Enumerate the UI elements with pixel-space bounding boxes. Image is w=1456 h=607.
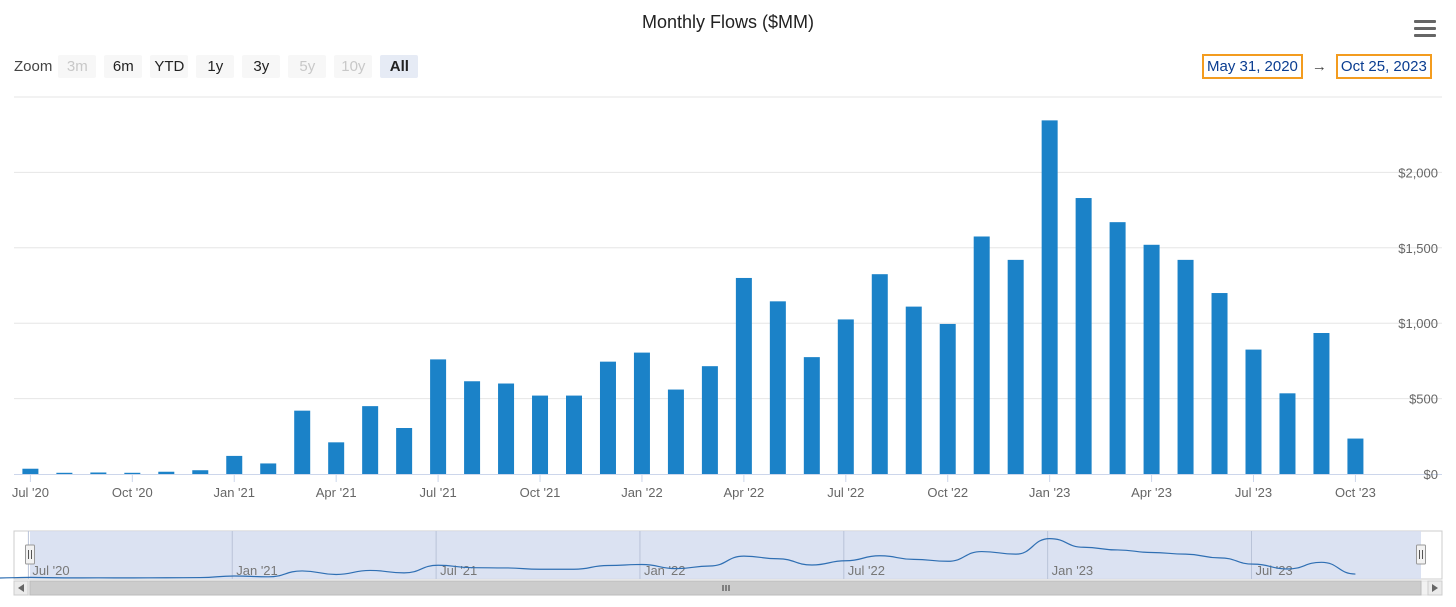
y-tick-label: $2,000 [1398, 165, 1438, 180]
bar-Nov '22[interactable] [973, 236, 990, 474]
zoom-button-all[interactable]: All [380, 55, 419, 78]
navigator-label: Jul '20 [32, 563, 69, 578]
x-tick-label: Jan '23 [1029, 485, 1071, 500]
chart-bars [22, 120, 1364, 475]
navigator-label: Jan '21 [236, 563, 278, 578]
zoom-button-1y[interactable]: 1y [196, 55, 235, 78]
range-from-input[interactable]: May 31, 2020 [1202, 54, 1303, 79]
bar-Mar '21[interactable] [294, 410, 311, 474]
navigator-left-handle[interactable] [25, 544, 35, 565]
navigator-label: Jul '21 [440, 563, 477, 578]
navigator-label: Jan '23 [1052, 563, 1094, 578]
x-tick-label: Apr '21 [316, 485, 357, 500]
bar-Jul '22[interactable] [837, 319, 854, 474]
navigator-label: Jul '23 [1256, 563, 1293, 578]
x-tick-label: Jan '22 [621, 485, 663, 500]
y-tick-label: $1,000 [1398, 316, 1438, 331]
navigator-right-handle[interactable] [1416, 544, 1426, 565]
bar-Feb '22[interactable] [667, 389, 684, 474]
bar-Apr '21[interactable] [328, 442, 345, 474]
bar-Jul '20[interactable] [22, 468, 39, 474]
bar-Feb '23[interactable] [1075, 198, 1092, 474]
bar-May '22[interactable] [769, 301, 786, 474]
scrollbar-right-arrow[interactable] [1427, 580, 1443, 596]
y-tick-label: $500 [1409, 392, 1438, 407]
bar-Dec '20[interactable] [192, 470, 209, 474]
bar-Mar '22[interactable] [701, 366, 718, 474]
navigator-label: Jul '22 [848, 563, 885, 578]
bar-Apr '23[interactable] [1143, 244, 1160, 474]
bar-Sep '22[interactable] [905, 306, 922, 474]
bar-Jun '22[interactable] [803, 357, 820, 474]
scrollbar-left-arrow[interactable] [13, 580, 29, 596]
bar-Sep '21[interactable] [498, 383, 515, 474]
bar-Aug '22[interactable] [871, 274, 888, 474]
bar-Jul '23[interactable] [1245, 349, 1262, 474]
zoom-button-3m[interactable]: 3m [58, 55, 97, 78]
x-tick-label: Oct '23 [1335, 485, 1376, 500]
zoom-button-5y[interactable]: 5y [288, 55, 327, 78]
chart-title: Monthly Flows ($MM) [641, 12, 815, 32]
x-tick-label: Jul '21 [420, 485, 457, 500]
zoom-button-3y[interactable]: 3y [242, 55, 281, 78]
bar-Nov '20[interactable] [158, 471, 175, 474]
bar-Oct '20[interactable] [124, 472, 141, 474]
x-tick-label: Apr '22 [723, 485, 764, 500]
bar-Dec '21[interactable] [599, 361, 616, 474]
navigator-label: Jan '22 [644, 563, 686, 578]
bar-Aug '20[interactable] [56, 472, 73, 474]
bar-Jul '21[interactable] [430, 359, 447, 474]
chart-gridlines [14, 96, 1442, 475]
bar-Jan '23[interactable] [1041, 120, 1058, 475]
zoom-button-10y[interactable]: 10y [334, 55, 373, 78]
bar-Jun '21[interactable] [396, 428, 413, 474]
zoom-button-group: 3m 6m YTD 1y 3y 5y 10y All [58, 55, 426, 78]
navigator-selection[interactable] [30, 531, 1421, 579]
y-tick-label: $1,500 [1398, 241, 1438, 256]
hamburger-menu-icon[interactable] [1414, 20, 1436, 38]
bar-Sep '20[interactable] [90, 472, 107, 474]
zoom-label: Zoom [14, 58, 53, 75]
date-range-selector: May 31, 2020 → Oct 25, 2023 [1202, 54, 1432, 79]
bar-May '23[interactable] [1177, 259, 1194, 474]
navigator: Jul '20 Jan '21 Jul '21 Jan '22 Jul '22 Jan '… [0, 530, 1443, 596]
x-tick-label: Jul '23 [1235, 485, 1272, 500]
bar-Mar '23[interactable] [1109, 222, 1126, 474]
bar-Jun '23[interactable] [1211, 293, 1228, 474]
bar-Aug '21[interactable] [464, 381, 481, 474]
bar-Oct '22[interactable] [939, 323, 956, 474]
bar-Oct '21[interactable] [532, 395, 549, 474]
y-axis-labels: $0 $500 $1,000 $1,500 $2,000 [1398, 165, 1438, 482]
navigator-series-line [0, 538, 1356, 579]
x-tick-label: Jul '20 [12, 485, 49, 500]
bar-Nov '21[interactable] [566, 395, 582, 474]
range-arrow-icon: → [1311, 58, 1327, 75]
zoom-button-ytd[interactable]: YTD [150, 55, 189, 78]
bar-Apr '22[interactable] [735, 277, 752, 474]
zoom-button-6m[interactable]: 6m [104, 55, 143, 78]
y-tick-label: $0 [1424, 467, 1438, 482]
x-tick-label: Jul '22 [827, 485, 864, 500]
x-tick-label: Oct '20 [112, 485, 153, 500]
bar-Sep '23[interactable] [1313, 333, 1330, 474]
bar-Jan '21[interactable] [226, 455, 243, 474]
bar-Jan '22[interactable] [633, 352, 650, 474]
bar-Oct '23[interactable] [1347, 438, 1364, 474]
x-tick-label: Oct '22 [927, 485, 968, 500]
range-to-input[interactable]: Oct 25, 2023 [1335, 54, 1432, 79]
x-tick-label: Oct '21 [520, 485, 561, 500]
scrollbar-thumb[interactable] [29, 580, 1422, 596]
x-tick-label: Jan '21 [213, 485, 255, 500]
bar-Aug '23[interactable] [1279, 393, 1296, 474]
bar-Feb '21[interactable] [260, 463, 277, 474]
zoom-selector: Zoom 3m 6m YTD 1y 3y 5y 10y All [14, 55, 426, 78]
x-tick-label: Apr '23 [1131, 485, 1172, 500]
bar-May '21[interactable] [362, 406, 379, 474]
x-axis-labels: Jul '20 Oct '20 Jan '21 Apr '21 Jul '21 Oct '… [12, 474, 1376, 500]
bar-Dec '22[interactable] [1007, 259, 1024, 474]
